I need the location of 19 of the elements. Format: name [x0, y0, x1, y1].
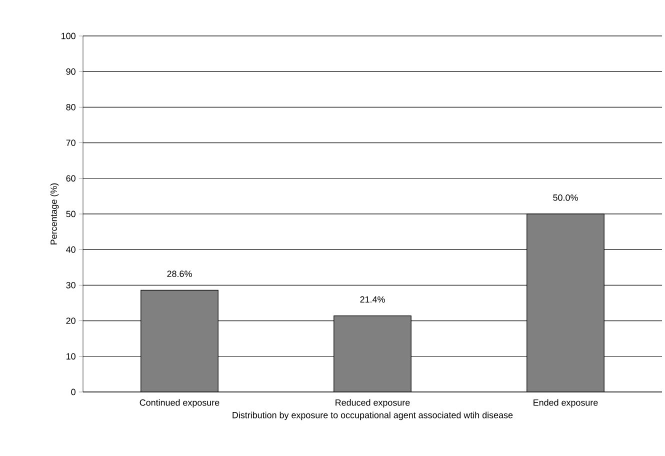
y-tick-label: 70 [66, 140, 76, 146]
x-tick-label: Ended exposure [534, 399, 598, 408]
y-tick-label: 30 [66, 282, 76, 288]
y-tick-label: 50 [66, 210, 76, 218]
y-tick-label: 90 [66, 68, 76, 75]
y-tick-label: 40 [66, 246, 76, 253]
y-tick-label: 60 [66, 175, 76, 182]
x-axis-title: Distribution by exposure to occupational agent associated wtih disease [232, 412, 513, 420]
y-tick-label: 80 [66, 104, 76, 110]
x-tick-label: Reduced exposure [336, 399, 410, 408]
data-label: 50.0% [553, 194, 578, 201]
x-tick-label: Continued exposure [140, 399, 220, 408]
y-tick-label: 100 [62, 32, 76, 40]
y-tick-label: 10 [66, 353, 76, 360]
y-axis-title: Percentage (%) [50, 183, 59, 244]
data-label: 28.6% [167, 270, 192, 277]
y-tick-label: 20 [66, 318, 76, 324]
data-label: 21.4% [360, 296, 385, 303]
y-tick-label: 0 [71, 388, 76, 396]
